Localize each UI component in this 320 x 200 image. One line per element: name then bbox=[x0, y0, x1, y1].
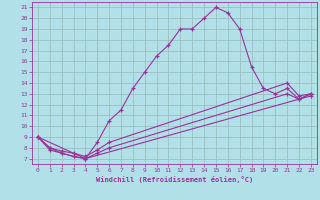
X-axis label: Windchill (Refroidissement éolien,°C): Windchill (Refroidissement éolien,°C) bbox=[96, 176, 253, 183]
